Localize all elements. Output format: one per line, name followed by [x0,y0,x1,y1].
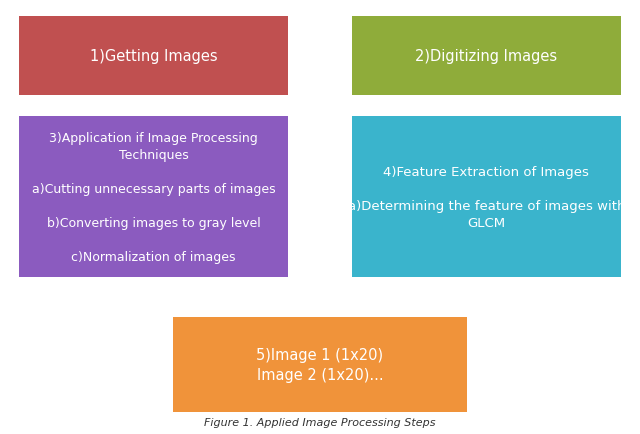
FancyBboxPatch shape [19,117,288,278]
Text: 4)Feature Extraction of Images

a)Determining the feature of images with
GLCM: 4)Feature Extraction of Images a)Determi… [348,165,625,230]
Text: 3)Application if Image Processing
Techniques

a)Cutting unnecessary parts of ima: 3)Application if Image Processing Techni… [32,132,275,263]
FancyBboxPatch shape [352,117,621,278]
Text: 1)Getting Images: 1)Getting Images [90,49,218,64]
Text: Figure 1. Applied Image Processing Steps: Figure 1. Applied Image Processing Steps [204,418,436,427]
FancyBboxPatch shape [352,17,621,95]
FancyBboxPatch shape [173,317,467,412]
FancyBboxPatch shape [19,17,288,95]
Text: 5)Image 1 (1x20)
Image 2 (1x20)...: 5)Image 1 (1x20) Image 2 (1x20)... [257,347,383,382]
Text: 2)Digitizing Images: 2)Digitizing Images [415,49,557,64]
